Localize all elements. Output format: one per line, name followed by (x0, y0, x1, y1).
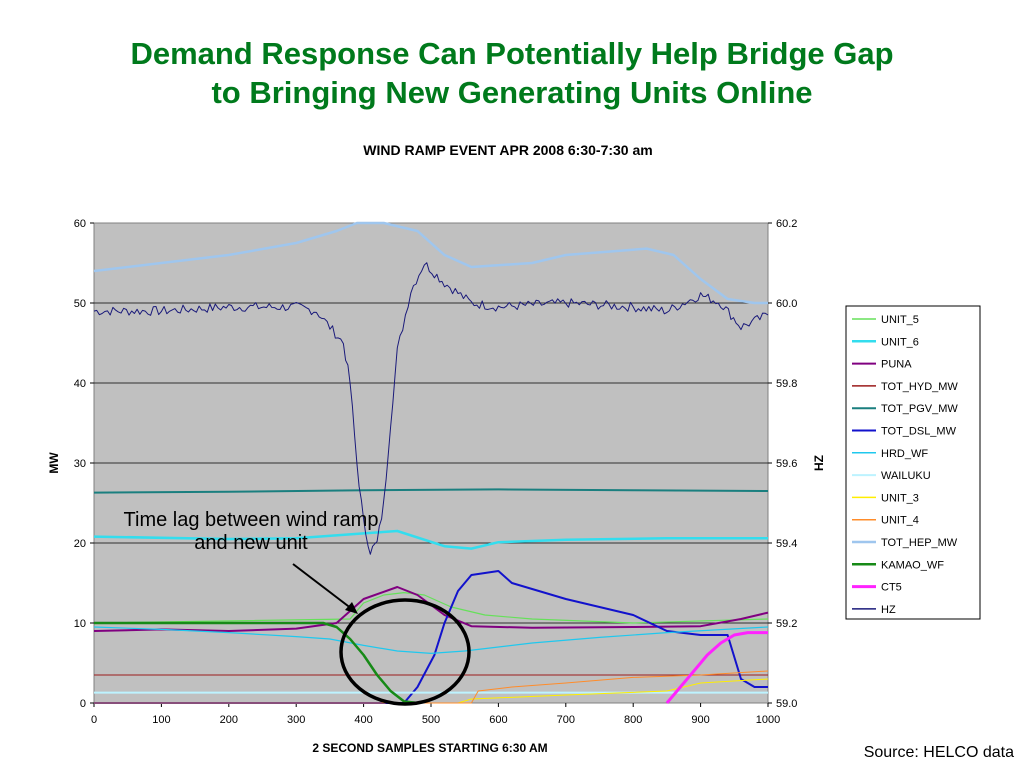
legend-label-hrd-wf: HRD_WF (881, 448, 928, 460)
x-tick-label: 700 (557, 714, 575, 726)
series-line-puna (93, 586, 769, 632)
y-tick-label: 60 (74, 218, 86, 230)
y-axis-label: MW (47, 452, 61, 474)
y-tick-label: 30 (74, 458, 86, 470)
legend-label-puna: PUNA (881, 359, 912, 371)
legend-label-unit-3: UNIT_3 (881, 492, 919, 504)
series-line-hrd-wf (93, 626, 769, 654)
callout-arrow (292, 563, 353, 610)
series-line-tot-hep-mw (93, 221, 768, 305)
series-line-tot-dsl-mw (94, 570, 768, 704)
x-tick-label: 800 (624, 714, 642, 726)
series-line-hz (93, 262, 769, 555)
x-tick-label: 0 (91, 714, 97, 726)
y2-tick-label: 59.4 (776, 538, 797, 550)
x-tick-label: 600 (489, 714, 507, 726)
slide-title-line-2: to Bringing New Generating Units Online (211, 75, 813, 110)
y-tick-label: 40 (74, 378, 86, 390)
legend-label-tot-hyd-mw: TOT_HYD_MW (881, 381, 958, 393)
slide-title: Demand Response Can Potentially Help Bri… (0, 34, 1024, 112)
y2-axis-label: HZ (812, 455, 826, 471)
y2-tick-label: 59.8 (776, 378, 797, 390)
callout-line-1: Time lag between wind ramp (123, 509, 379, 531)
legend-label-tot-pgv-mw: TOT_PGV_MW (881, 403, 958, 415)
callout-arrowhead-icon (345, 602, 358, 614)
x-tick-label: 500 (422, 714, 440, 726)
x-tick-label: 400 (354, 714, 372, 726)
legend-label-unit-5: UNIT_5 (881, 314, 919, 326)
y2-tick-label: 59.2 (776, 618, 797, 630)
slide-title-line-1: Demand Response Can Potentially Help Bri… (130, 36, 894, 71)
callout-line-2: and new unit (194, 532, 308, 554)
axes: 0 10 20 30 40 50 60 59.0 59.2 59.4 59.6 59.8 60.0 60.… (74, 218, 798, 726)
series-line-unit-5 (93, 592, 769, 624)
legend-box (845, 305, 981, 620)
y2-tick-label: 60.2 (776, 218, 797, 230)
y-tick-label: 50 (74, 298, 86, 310)
legend-label-tot-dsl-mw: TOT_DSL_MW (881, 426, 957, 438)
x-tick-label: 900 (691, 714, 709, 726)
legend-label-kamao-wf: KAMAO_WF (881, 559, 944, 571)
x-tick-label: 300 (287, 714, 305, 726)
series-lines (93, 221, 769, 705)
y-tick-label: 10 (74, 618, 86, 630)
x-tick-label: 1000 (756, 714, 780, 726)
y-tick-label: 20 (74, 538, 86, 550)
x-tick-label: 100 (152, 714, 170, 726)
y-tick-label: 0 (80, 698, 86, 710)
y2-tick-label: 59.6 (776, 458, 797, 470)
legend-label-unit-6: UNIT_6 (881, 336, 919, 348)
legend-label-unit-4: UNIT_4 (881, 515, 919, 527)
source-note: Source: HELCO data (863, 744, 1014, 761)
legend: UNIT_5 UNIT_6 PUNA TOT_HYD_MW TOT_PGV_MW TOT_… (852, 314, 958, 616)
legend-label-hz: HZ (881, 604, 896, 616)
legend-label-tot-hep-mw: TOT_HEP_MW (881, 537, 958, 549)
y2-tick-label: 60.0 (776, 298, 797, 310)
chart-title: WIND RAMP EVENT APR 2008 6:30-7:30 am (363, 142, 652, 158)
series-line-kamao-wf (94, 621, 418, 705)
y2-tick-label: 59.0 (776, 698, 797, 710)
legend-label-ct5: CT5 (881, 582, 902, 594)
legend-label-wailuku: WAILUKU (881, 470, 931, 482)
series-line-tot-pgv-mw (93, 488, 769, 494)
series-line-unit-6 (93, 529, 768, 550)
series-line-ct5 (665, 631, 768, 704)
x-tick-label: 200 (220, 714, 238, 726)
time-lag-ellipse (339, 598, 471, 706)
x-axis-label: 2 SECOND SAMPLES STARTING 6:30 AM (312, 741, 547, 755)
callout-text: Time lag between wind ramp and new unit (88, 509, 414, 555)
